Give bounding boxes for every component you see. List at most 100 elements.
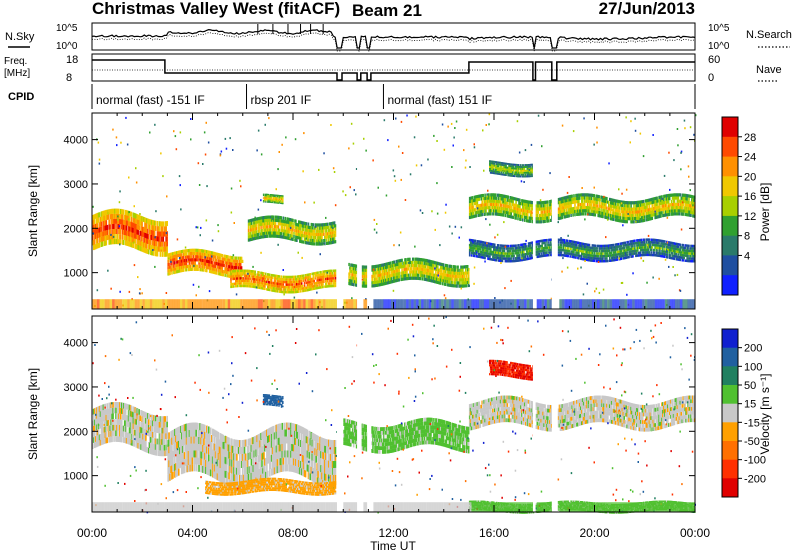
power-echo-cell (277, 290, 279, 293)
power-echo-cell (271, 197, 273, 198)
power-echo-cell (493, 168, 495, 170)
nsearch-label: N.Search (746, 29, 792, 41)
power-echo-cell (604, 209, 606, 212)
cpid-segment: rbsp 201 IF (247, 84, 312, 109)
power-echo-cell (398, 275, 400, 278)
power-echo-cell (314, 277, 316, 280)
power-echo-cell (384, 276, 386, 279)
power-echo-cell (305, 279, 307, 282)
power-echo-cell (520, 218, 522, 221)
power-echo-cell (304, 284, 306, 287)
power-echo-cell (114, 234, 116, 239)
power-echo-cell (167, 260, 169, 263)
power-echo-cell (443, 263, 445, 266)
power-echo-cell (442, 282, 444, 285)
power-echo-cell (282, 197, 284, 198)
power-echo-cell (327, 223, 329, 226)
power-echo-cell (282, 195, 284, 196)
power-echo-cell (537, 214, 539, 217)
power-echo-cell (390, 262, 392, 265)
power-echo-cell (317, 271, 319, 274)
power-echo-cell (334, 221, 336, 224)
power-echo-cell (109, 224, 111, 229)
power-echo-cell (254, 273, 256, 276)
power-echo-cell (447, 264, 449, 267)
power-echo-cell (666, 204, 668, 207)
power-echo-cell (348, 276, 350, 279)
power-echo-cell (620, 216, 622, 219)
power-echo-cell (371, 278, 373, 281)
power-echo-cell (663, 198, 665, 201)
power-echo-cell (438, 272, 440, 275)
power-echo-cell (293, 232, 295, 235)
power-echo-cell (271, 279, 273, 282)
power-echo-cell (494, 163, 496, 165)
power-echo-cell (496, 197, 498, 200)
power-echo-cell (220, 257, 222, 260)
power-echo-cell (313, 280, 315, 283)
power-echo-cell (472, 203, 474, 206)
power-echo-cell (102, 242, 104, 247)
power-echo-cell (186, 262, 188, 265)
power-echo-cell (504, 250, 506, 253)
power-echo-cell (394, 261, 396, 264)
power-echo-cell (408, 274, 410, 277)
power-echo-cell (251, 222, 253, 225)
power-echo-cell (290, 278, 292, 281)
power-echo-cell (138, 235, 140, 240)
power-echo-cell (584, 203, 586, 206)
power-echo-cell (153, 251, 155, 256)
power-echo-cell (223, 261, 225, 264)
freq-left-tick-bottom: 8 (66, 72, 72, 84)
power-echo-cell (212, 261, 214, 264)
power-echo-cell (320, 271, 322, 274)
power-echo-cell (293, 225, 295, 228)
power-echo-cell (515, 217, 517, 220)
power-echo-cell (171, 271, 173, 274)
power-echo-cell (335, 272, 337, 275)
power-echo-cell (296, 239, 298, 242)
power-echo-cell (264, 285, 266, 288)
power-echo-cell (323, 278, 325, 281)
power-echo-cell (230, 273, 232, 276)
power-echo-cell (531, 173, 533, 175)
power-echo-cell (548, 219, 550, 222)
power-echo-cell (335, 275, 337, 278)
power-echo-cell (355, 274, 357, 277)
power-echo-cell (191, 255, 193, 258)
power-echo-cell (584, 196, 586, 199)
power-echo-cell (529, 166, 531, 168)
power-echo-cell (512, 171, 514, 173)
power-echo-cell (157, 251, 159, 256)
power-echo-cell (268, 278, 270, 281)
power-echo-cell (249, 275, 251, 278)
power-echo-cell (281, 288, 283, 291)
power-echo-cell (445, 270, 447, 273)
power-echo-cell (630, 204, 632, 207)
power-echo-cell (326, 239, 328, 242)
power-echo-cell (304, 282, 306, 285)
power-echo-cell (380, 270, 382, 273)
power-echo-cell (405, 258, 407, 261)
power-echo-cell (501, 172, 503, 174)
power-echo-cell (374, 275, 376, 278)
power-echo-cell (257, 233, 259, 236)
power-echo-cell (437, 265, 439, 268)
power-echo-cell (310, 273, 312, 276)
power-echo-cell (256, 224, 258, 227)
power-echo-cell (432, 270, 434, 273)
power-echo-cell (491, 209, 493, 212)
power-echo-cell (488, 193, 490, 196)
power-echo-cell (292, 228, 294, 231)
power-echo-cell (456, 278, 458, 281)
power-echo-cell (572, 213, 574, 216)
power-echo-cell (163, 221, 165, 226)
power-echo-cell (487, 250, 489, 253)
power-echo-cell (133, 243, 135, 248)
power-echo-cell (278, 225, 280, 228)
power-echo-cell (353, 283, 355, 286)
power-echo-cell (416, 264, 418, 267)
power-echo-cell (141, 237, 143, 242)
power-echo-cell (183, 269, 185, 272)
power-echo-cell (116, 229, 118, 234)
